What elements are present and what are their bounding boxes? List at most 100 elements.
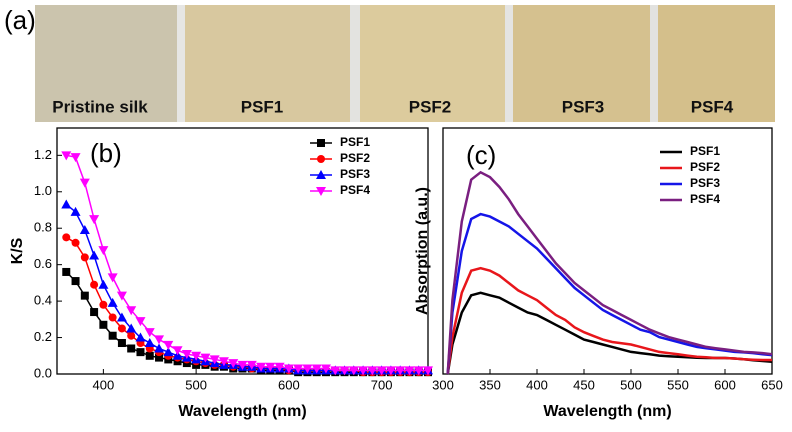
legend-label: PSF1	[690, 144, 720, 158]
marker	[316, 187, 326, 196]
legend-label: PSF4	[690, 192, 720, 206]
marker	[145, 351, 154, 360]
y-tick-label: 0.8	[34, 220, 52, 235]
marker	[71, 238, 80, 247]
marker	[62, 233, 71, 242]
marker	[116, 291, 127, 301]
x-tick-label: 600	[278, 377, 300, 392]
legend-label: PSF3	[340, 167, 370, 181]
marker	[376, 366, 387, 376]
legend-label: PSF2	[340, 151, 370, 165]
x-tick-label: 700	[371, 377, 393, 392]
panel-label: (c)	[466, 140, 496, 170]
marker	[283, 364, 294, 374]
sample-label: PSF3	[562, 97, 605, 116]
marker	[107, 273, 118, 283]
y-tick-label: 0.2	[34, 329, 52, 344]
marker	[61, 151, 72, 161]
x-tick-label: 450	[573, 377, 595, 392]
marker	[274, 362, 285, 372]
marker	[107, 297, 118, 307]
x-tick-label: 550	[667, 377, 689, 392]
marker	[135, 317, 146, 327]
marker	[395, 366, 406, 376]
y-tick-label: 1.0	[34, 183, 52, 198]
marker	[70, 153, 81, 163]
marker	[108, 313, 117, 322]
marker	[98, 246, 109, 256]
marker	[218, 357, 229, 367]
x-tick-label: 300	[432, 377, 454, 392]
plot-frame	[56, 127, 429, 375]
x-tick-label: 500	[185, 377, 207, 392]
marker	[317, 139, 325, 147]
marker	[98, 279, 109, 289]
marker	[79, 225, 90, 235]
marker	[330, 366, 341, 376]
marker	[200, 353, 211, 363]
marker	[163, 340, 174, 350]
series-line	[446, 291, 773, 375]
marker	[127, 331, 136, 340]
sample-label: Pristine silk	[52, 97, 148, 116]
marker	[155, 353, 164, 362]
gap	[350, 5, 360, 122]
marker	[154, 343, 165, 353]
marker	[127, 344, 136, 353]
marker	[144, 338, 155, 348]
marker	[108, 331, 117, 340]
marker	[404, 366, 415, 376]
marker	[339, 366, 350, 376]
marker	[163, 347, 174, 357]
marker	[172, 346, 183, 356]
marker	[317, 155, 325, 163]
marker	[116, 312, 127, 322]
marker	[71, 277, 80, 286]
x-tick-label: 650	[761, 377, 783, 392]
y-axis-title: K/S	[9, 237, 26, 264]
x-tick-label: 400	[93, 377, 115, 392]
series-line	[66, 154, 428, 372]
y-tick-label: 0.4	[34, 293, 52, 308]
legend-label: PSF3	[690, 176, 720, 190]
marker	[316, 170, 326, 179]
marker	[423, 366, 433, 376]
marker	[154, 335, 165, 345]
legend-label: PSF1	[340, 135, 370, 149]
y-tick-label: 0.0	[34, 365, 52, 380]
marker	[79, 178, 90, 188]
marker	[80, 291, 89, 300]
y-tick-label: 1.2	[34, 147, 52, 162]
marker	[90, 280, 99, 289]
marker	[302, 364, 313, 374]
swatch	[360, 5, 505, 122]
marker	[89, 215, 100, 225]
legend-label: PSF4	[340, 183, 370, 197]
marker	[385, 366, 396, 376]
marker	[89, 250, 100, 260]
marker	[181, 349, 192, 359]
marker	[228, 359, 239, 369]
marker	[99, 320, 108, 329]
marker	[70, 206, 81, 216]
marker	[80, 253, 89, 262]
y-axis-title: Absorption (a.u.)	[414, 187, 431, 315]
marker	[144, 328, 155, 338]
x-axis-title: Wavelength (nm)	[178, 403, 306, 420]
marker	[191, 351, 202, 361]
gap	[505, 5, 513, 122]
marker	[61, 199, 72, 209]
marker	[358, 366, 369, 376]
x-tick-label: 400	[526, 377, 548, 392]
series-line	[446, 266, 772, 375]
marker	[256, 362, 267, 372]
x-axis-title: Wavelength (nm)	[543, 403, 671, 420]
marker	[117, 339, 126, 348]
marker	[62, 267, 71, 276]
marker	[209, 355, 220, 365]
sample-label: PSF2	[409, 97, 452, 116]
marker	[136, 348, 145, 357]
plot-frame	[442, 127, 773, 375]
marker	[311, 364, 322, 374]
